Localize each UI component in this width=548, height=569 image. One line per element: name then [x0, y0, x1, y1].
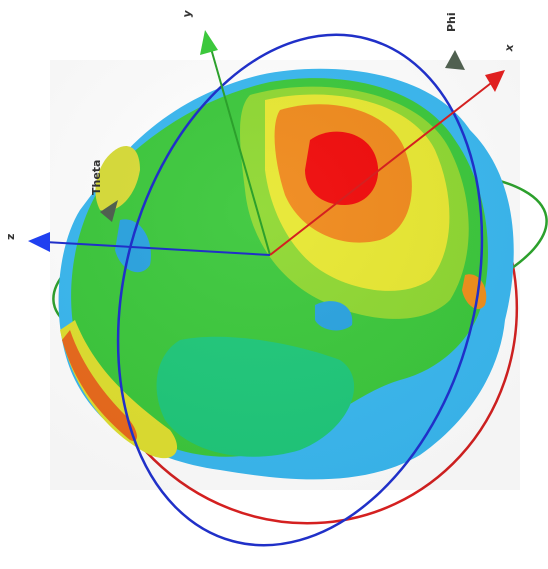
rings-front — [116, 33, 484, 547]
phi-label: Phi — [445, 12, 458, 32]
theta-arrow — [100, 200, 118, 222]
pattern-surface — [50, 60, 520, 490]
axis-y-line — [209, 44, 271, 256]
axes — [28, 30, 505, 256]
axis-z-label: z — [4, 234, 17, 240]
axis-y-arrow — [200, 30, 218, 55]
theta-label: Theta — [90, 160, 103, 195]
axis-x-arrow — [485, 70, 505, 92]
axis-x-label: x — [502, 43, 516, 52]
surface-shading — [50, 60, 520, 490]
phi-arrow — [445, 50, 465, 70]
axis-z-arrow — [28, 232, 50, 252]
axis-z-line — [44, 241, 271, 256]
ring-blue — [116, 33, 484, 547]
axis-x-line — [269, 79, 496, 256]
labels: y x z Phi Theta — [4, 9, 516, 240]
axis-y-label: y — [180, 9, 194, 18]
